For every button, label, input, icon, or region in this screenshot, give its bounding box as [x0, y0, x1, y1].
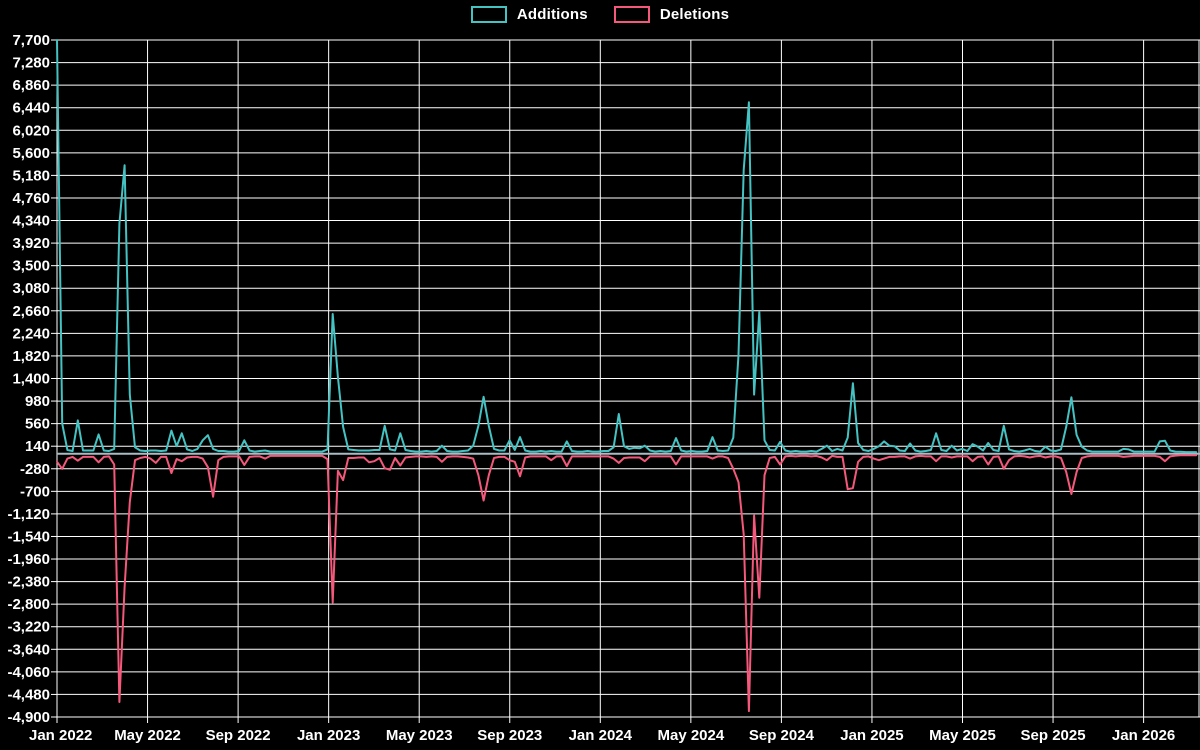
x-axis-label: May 2023	[386, 727, 453, 744]
legend-item-additions: Additions	[470, 6, 588, 23]
y-axis-label: -2,800	[7, 596, 50, 613]
legend-label-additions: Additions	[516, 6, 588, 23]
x-axis-label: Sep 2023	[477, 727, 542, 744]
y-axis-label: -1,960	[7, 551, 50, 568]
series-line-deletions	[56, 454, 1198, 713]
y-axis-label: -4,480	[7, 686, 50, 703]
y-axis-label: 1,400	[12, 371, 50, 388]
series-line-additions	[56, 39, 1198, 454]
gridlines	[56, 39, 1200, 718]
x-axis-label: May 2022	[114, 727, 181, 744]
y-axis-label: 6,440	[12, 100, 50, 117]
y-axis-label: 140	[25, 438, 50, 455]
x-axis-label: Sep 2024	[749, 727, 815, 744]
y-axis-label: 4,340	[12, 213, 50, 230]
y-axis-label: -4,900	[7, 709, 50, 726]
y-axis-label: 6,020	[12, 122, 50, 139]
y-axis-label: -1,120	[7, 506, 50, 523]
x-axis-label: Jan 2022	[29, 727, 92, 744]
y-axis-label: -2,380	[7, 574, 50, 591]
x-axis-label: Jan 2025	[840, 727, 903, 744]
y-axis-label: 6,860	[12, 77, 50, 94]
y-axis-label: -1,540	[7, 528, 50, 545]
y-axis-label: 2,660	[12, 303, 50, 320]
y-axis-label: -3,640	[7, 641, 50, 658]
x-axis-label: May 2024	[657, 727, 724, 744]
y-axis-label: 2,240	[12, 325, 50, 342]
chart-legend: Additions Deletions	[0, 6, 1200, 23]
y-axis-label: 1,820	[12, 348, 50, 365]
legend-item-deletions: Deletions	[613, 6, 730, 23]
y-axis-label: -4,060	[7, 664, 50, 681]
y-axis-label: 560	[25, 416, 50, 433]
y-axis-label: 4,760	[12, 190, 50, 207]
y-axis-label: 5,600	[12, 145, 50, 162]
x-axis-label: Jan 2023	[297, 727, 360, 744]
y-axis-label: 7,700	[12, 32, 50, 49]
additions-swatch-icon	[470, 6, 507, 23]
x-axis-label: May 2025	[929, 727, 996, 744]
y-axis-label: 3,500	[12, 258, 50, 275]
axis-labels: 7,700 7,280 6,860 6,440 6,020 5,600 5,180 4,760…	[7, 32, 1175, 744]
y-axis-label: 980	[25, 393, 50, 410]
legend-label-deletions: Deletions	[659, 6, 730, 23]
x-axis-label: Jan 2024	[569, 727, 633, 744]
x-axis-label: Sep 2025	[1021, 727, 1086, 744]
y-axis-label: -700	[20, 483, 50, 500]
axis-ticks	[51, 39, 1145, 723]
y-axis-label: 3,920	[12, 235, 50, 252]
x-axis-label: Jan 2026	[1112, 727, 1175, 744]
y-axis-label: 5,180	[12, 167, 50, 184]
y-axis-label: -280	[20, 461, 50, 478]
y-axis-label: -3,220	[7, 619, 50, 636]
x-axis-label: Sep 2022	[206, 727, 271, 744]
y-axis-label: 3,080	[12, 280, 50, 297]
y-axis-label: 7,280	[12, 55, 50, 72]
deletions-swatch-icon	[613, 6, 650, 23]
